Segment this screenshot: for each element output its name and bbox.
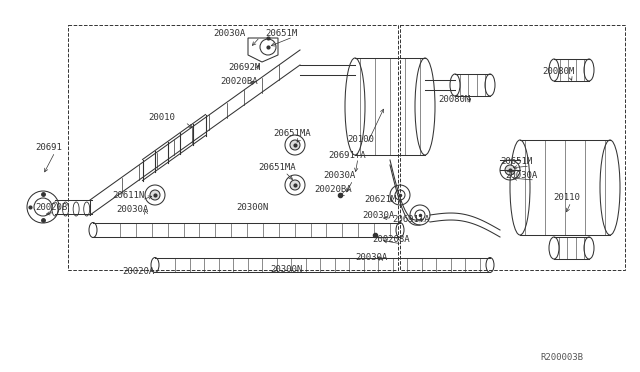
Text: 20651M: 20651M bbox=[265, 29, 297, 38]
Text: 20110: 20110 bbox=[553, 193, 580, 202]
Text: 20651M: 20651M bbox=[500, 157, 532, 167]
Text: 20080M: 20080M bbox=[438, 96, 470, 105]
Text: 20020B: 20020B bbox=[35, 203, 67, 212]
Text: 20100: 20100 bbox=[347, 135, 374, 144]
Text: 20030A: 20030A bbox=[362, 211, 394, 219]
Text: 200208A: 200208A bbox=[372, 235, 410, 244]
Text: 20030A: 20030A bbox=[213, 29, 245, 38]
Text: 20691+A: 20691+A bbox=[328, 151, 365, 160]
Text: 20621M: 20621M bbox=[364, 196, 396, 205]
Bar bbox=[400, 25, 625, 270]
Text: 20691+A: 20691+A bbox=[392, 215, 429, 224]
Text: 20651MA: 20651MA bbox=[258, 164, 296, 173]
Text: 20030A: 20030A bbox=[116, 205, 148, 215]
Text: 20651MA: 20651MA bbox=[273, 129, 310, 138]
Text: 20080M: 20080M bbox=[542, 67, 574, 77]
Circle shape bbox=[290, 140, 300, 150]
Circle shape bbox=[150, 190, 160, 200]
Text: 20030A: 20030A bbox=[355, 253, 387, 263]
Text: 20010: 20010 bbox=[148, 113, 175, 122]
Text: 20020BA: 20020BA bbox=[314, 186, 351, 195]
Text: 20300N: 20300N bbox=[270, 266, 302, 275]
Text: 20030A: 20030A bbox=[323, 171, 355, 180]
Circle shape bbox=[505, 165, 515, 175]
Text: 20020A: 20020A bbox=[122, 267, 154, 276]
Text: 20020BA: 20020BA bbox=[220, 77, 258, 87]
Text: 20691: 20691 bbox=[35, 144, 62, 153]
Text: R200003B: R200003B bbox=[540, 353, 583, 362]
Text: 20300N: 20300N bbox=[236, 203, 268, 212]
Bar bbox=[68, 25, 398, 270]
Circle shape bbox=[290, 180, 300, 190]
Text: 20611N: 20611N bbox=[112, 192, 144, 201]
Text: 20692M: 20692M bbox=[228, 64, 260, 73]
Text: 20030A: 20030A bbox=[505, 171, 537, 180]
